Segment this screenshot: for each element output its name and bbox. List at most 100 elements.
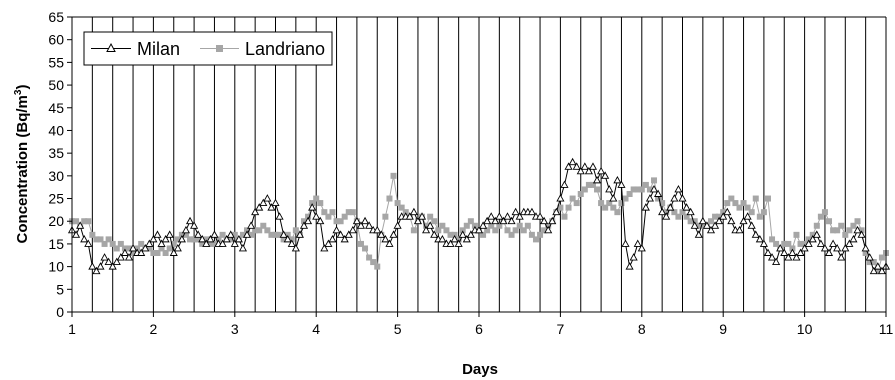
data-point-landriano <box>878 254 885 261</box>
y-tick-label: 60 <box>48 32 64 48</box>
data-point-milan <box>511 207 520 216</box>
data-point-landriano <box>182 231 189 238</box>
data-point-landriano <box>166 245 173 252</box>
data-point-milan <box>845 239 854 247</box>
data-point-landriano <box>191 236 198 243</box>
data-point-landriano <box>858 227 865 234</box>
data-point-milan <box>153 230 162 238</box>
data-point-landriano <box>244 227 251 234</box>
legend-landriano-square-marker <box>216 45 223 52</box>
data-point-milan <box>503 212 512 220</box>
data-point-landriano <box>850 222 857 229</box>
data-point-milan <box>185 216 195 225</box>
data-point-landriano <box>105 236 112 243</box>
y-tick-label: 30 <box>48 168 64 184</box>
data-point-milan <box>719 212 728 220</box>
data-point-landriano <box>410 227 417 234</box>
data-point-milan <box>381 234 390 243</box>
data-point-milan <box>413 216 423 225</box>
data-point-landriano <box>675 213 682 220</box>
data-point-milan <box>336 230 345 238</box>
data-point-landriano <box>439 222 446 229</box>
data-point-milan <box>690 221 699 229</box>
data-point-landriano <box>455 236 462 243</box>
data-point-milan <box>247 221 256 229</box>
data-point-landriano <box>569 195 576 202</box>
data-point-landriano <box>362 245 369 252</box>
data-point-landriano <box>390 172 397 179</box>
data-point-landriano <box>557 204 564 211</box>
data-point-milan <box>674 185 683 193</box>
data-point-milan <box>592 175 602 184</box>
data-point-landriano <box>728 195 735 202</box>
data-point-landriano <box>292 227 299 234</box>
data-point-landriano <box>659 200 666 207</box>
data-point-milan <box>772 257 781 266</box>
data-point-milan <box>706 225 716 234</box>
data-point-milan <box>723 207 732 216</box>
data-point-milan <box>804 239 813 247</box>
data-point-milan <box>84 239 93 247</box>
legend-milan-triangle-marker <box>106 42 116 52</box>
data-point-milan <box>580 162 589 170</box>
data-point-landriano <box>842 231 849 238</box>
y-tick-label: 50 <box>48 77 64 93</box>
data-point-landriano <box>170 240 177 247</box>
data-point-milan <box>124 253 134 261</box>
data-point-landriano <box>280 236 287 243</box>
data-point-milan <box>796 248 805 256</box>
data-point-milan <box>88 262 97 270</box>
data-point-landriano <box>121 245 128 252</box>
data-point-landriano <box>651 177 658 184</box>
data-point-landriano <box>252 227 259 234</box>
data-point-landriano <box>276 231 283 238</box>
data-point-landriano <box>117 240 124 247</box>
data-point-landriano <box>73 218 80 225</box>
data-point-milan <box>829 239 838 247</box>
data-point-milan <box>165 230 174 238</box>
data-point-landriano <box>305 213 312 220</box>
data-point-landriano <box>598 200 605 207</box>
data-point-milan <box>295 230 304 238</box>
data-point-milan <box>430 230 439 238</box>
data-point-landriano <box>463 222 470 229</box>
data-point-milan <box>739 216 748 225</box>
data-point-landriano <box>512 227 519 234</box>
data-point-milan <box>206 234 215 243</box>
x-axis-title: Days <box>462 361 498 378</box>
data-point-landriano <box>158 245 165 252</box>
data-point-landriano <box>561 213 568 220</box>
data-point-milan <box>76 221 85 229</box>
data-point-milan <box>332 225 341 234</box>
data-point-milan <box>649 185 659 193</box>
data-point-milan <box>698 216 707 225</box>
data-point-landriano <box>423 222 430 229</box>
data-point-landriano <box>150 250 157 256</box>
data-point-landriano <box>764 195 771 202</box>
y-tick-label: 5 <box>56 281 64 297</box>
data-point-landriano <box>284 231 291 238</box>
data-point-landriano <box>532 236 539 243</box>
data-point-landriano <box>789 245 796 252</box>
data-point-landriano <box>248 231 255 238</box>
data-point-milan <box>613 175 622 184</box>
data-point-milan <box>128 244 138 252</box>
data-point-landriano <box>471 222 478 229</box>
data-point-landriano <box>740 200 747 207</box>
data-point-landriano <box>93 236 100 243</box>
data-point-milan <box>747 221 756 229</box>
data-point-milan <box>108 262 117 270</box>
data-point-milan <box>356 221 366 229</box>
data-point-milan <box>100 253 109 261</box>
data-point-milan <box>491 216 500 225</box>
data-point-landriano <box>288 236 295 243</box>
data-point-landriano <box>227 236 234 243</box>
data-point-landriano <box>516 222 523 229</box>
data-point-landriano <box>215 236 222 243</box>
data-point-landriano <box>398 204 405 211</box>
data-point-milan <box>308 203 317 211</box>
data-point-landriano <box>313 195 320 202</box>
data-point-milan <box>633 239 642 247</box>
data-point-milan <box>458 230 467 238</box>
data-point-milan <box>92 266 101 275</box>
